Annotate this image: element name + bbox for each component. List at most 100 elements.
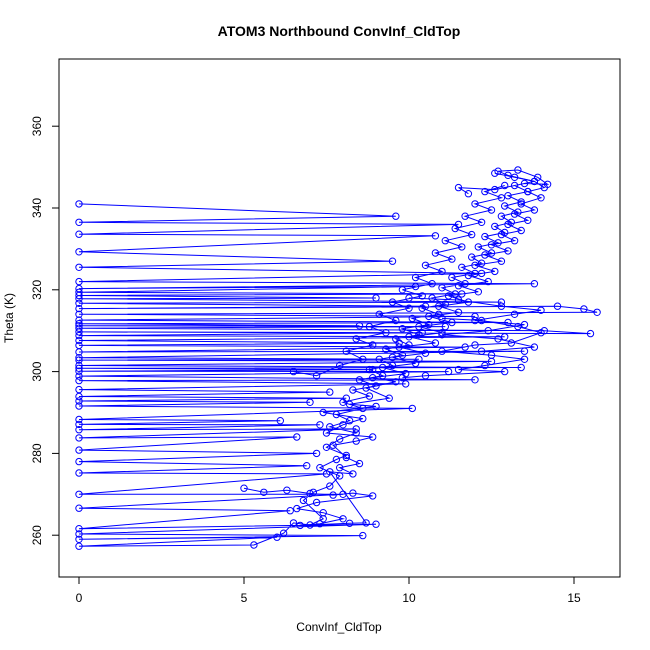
- data-point: [303, 462, 311, 470]
- data-point: [497, 298, 506, 306]
- data-point: [471, 200, 479, 208]
- data-point: [342, 451, 350, 460]
- data-point: [293, 504, 301, 513]
- data-point: [481, 251, 489, 259]
- data-point: [75, 248, 83, 256]
- data-point: [468, 253, 476, 261]
- series-3: [289, 181, 509, 380]
- data-point: [260, 488, 268, 496]
- data-point: [431, 232, 440, 240]
- data-point: [352, 335, 360, 343]
- data-point: [464, 271, 473, 280]
- data-point: [537, 329, 545, 337]
- data-point: [454, 296, 463, 304]
- data-point: [75, 434, 83, 442]
- data-point: [365, 392, 374, 400]
- data-point: [75, 295, 83, 303]
- data-point: [441, 300, 449, 308]
- data-point: [283, 486, 291, 494]
- data-point: [454, 282, 463, 290]
- data-point: [530, 280, 539, 288]
- data-point: [352, 437, 360, 445]
- data-point: [279, 529, 288, 537]
- data-point: [372, 520, 380, 528]
- data-point: [306, 489, 314, 498]
- data-point: [517, 226, 525, 235]
- data-point: [362, 384, 370, 392]
- data-point: [378, 363, 387, 372]
- data-point: [296, 521, 304, 530]
- data-point: [299, 496, 308, 505]
- data-point: [75, 364, 83, 372]
- data-point: [352, 425, 360, 433]
- data-point: [484, 277, 492, 286]
- data-point: [514, 166, 522, 174]
- data-point: [75, 426, 83, 434]
- data-point: [421, 261, 430, 269]
- data-point: [75, 372, 83, 380]
- data-point: [402, 380, 410, 388]
- data-point: [75, 420, 83, 429]
- data-point: [494, 335, 502, 343]
- data-point: [491, 222, 499, 231]
- data-point: [454, 308, 463, 316]
- data-point: [418, 292, 426, 300]
- data-point: [497, 302, 506, 310]
- data-point: [388, 298, 397, 306]
- data-point: [339, 515, 347, 523]
- data-point: [355, 459, 364, 468]
- data-point: [316, 520, 324, 528]
- data-point: [322, 443, 331, 451]
- data-point: [458, 263, 466, 271]
- data-layer: [75, 166, 601, 550]
- y-axis: 260 280 300 320 340 360: [30, 116, 60, 545]
- data-point: [504, 220, 512, 229]
- data-point: [306, 398, 314, 406]
- data-point: [289, 519, 298, 527]
- data-point: [448, 255, 456, 263]
- data-point: [392, 212, 400, 220]
- data-point: [375, 310, 383, 318]
- data-point: [438, 329, 446, 337]
- data-point: [398, 286, 407, 294]
- series-line: [408, 297, 542, 352]
- data-point: [329, 491, 337, 499]
- data-point: [352, 429, 360, 437]
- data-point: [458, 243, 466, 251]
- data-point: [369, 365, 377, 374]
- data-point: [250, 541, 258, 549]
- data-point: [468, 230, 476, 239]
- data-point: [481, 361, 489, 370]
- data-point: [461, 280, 469, 288]
- y-tick-label: 300: [30, 361, 44, 381]
- data-point: [75, 535, 83, 543]
- data-point: [474, 288, 482, 296]
- data-point: [75, 392, 83, 401]
- x-axis-label: ConvInf_CldTop: [296, 620, 382, 634]
- x-tick-label: 0: [76, 591, 83, 605]
- data-point: [553, 302, 562, 310]
- data-point: [461, 212, 469, 220]
- data-point: [359, 355, 367, 363]
- data-point: [524, 216, 532, 225]
- data-point: [435, 302, 443, 310]
- series-line: [402, 317, 543, 379]
- data-point: [438, 267, 446, 276]
- data-point: [349, 470, 357, 478]
- series-line: [243, 172, 546, 526]
- data-point: [504, 247, 512, 255]
- data-point: [408, 314, 416, 323]
- data-point: [345, 400, 354, 408]
- data-point: [316, 421, 324, 429]
- data-point: [471, 269, 479, 278]
- data-point: [75, 320, 83, 328]
- data-point: [312, 449, 321, 458]
- data-point: [75, 530, 83, 538]
- data-point: [477, 218, 486, 227]
- data-point: [326, 388, 334, 396]
- data-point: [75, 354, 83, 362]
- data-point: [510, 310, 519, 318]
- data-point: [289, 367, 298, 376]
- data-point: [359, 531, 367, 540]
